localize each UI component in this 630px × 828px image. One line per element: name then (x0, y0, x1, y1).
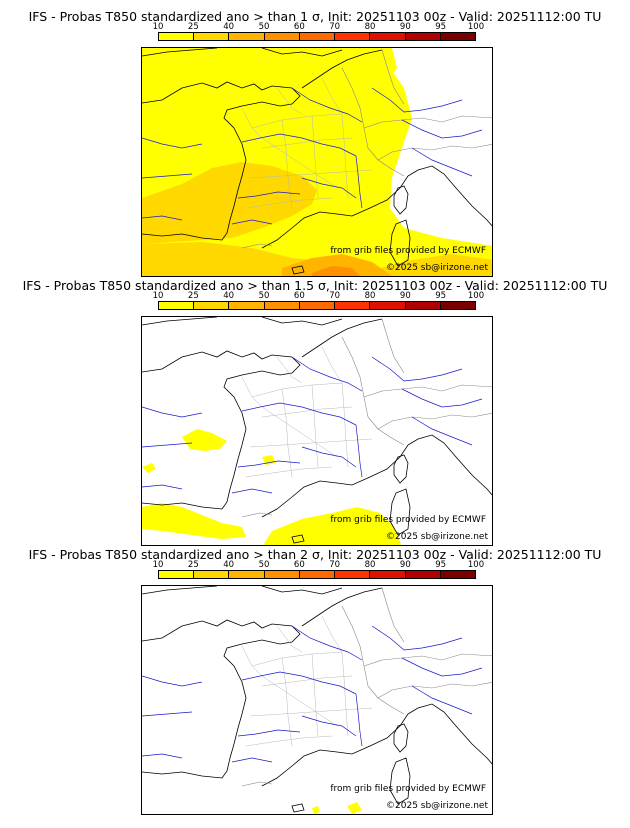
colorbar-tick-label: 100 (467, 560, 485, 570)
copyright: ©2025 sb@irizone.net (386, 532, 488, 542)
colorbar-swatch (440, 571, 475, 578)
colorbar-swatch (370, 33, 406, 40)
colorbar-tick-label: 80 (364, 291, 376, 301)
colorbar-swatch (229, 33, 265, 40)
colorbar-tick-label: 90 (399, 291, 411, 301)
colorbar-tick-label: 80 (364, 22, 376, 32)
prob-area-10-25 (182, 429, 227, 451)
colorbar-swatch (440, 33, 475, 40)
colorbar-tick-label: 25 (187, 22, 199, 32)
colorbar-tick-label: 50 (258, 560, 270, 570)
colorbar-tick-label: 95 (435, 22, 447, 32)
colorbar-tick-label: 40 (223, 560, 235, 570)
source-credit: from grib files provided by ECMWF (330, 515, 486, 525)
colorbar-tick-label: 70 (329, 291, 341, 301)
colorbar-swatch (264, 571, 300, 578)
colorbar-tick-label: 90 (399, 22, 411, 32)
colorbar-swatch (405, 302, 441, 309)
colorbar-tick-label: 10 (152, 560, 164, 570)
colorbar-tick-label: 40 (223, 22, 235, 32)
colorbar-swatch (405, 571, 441, 578)
source-credit: from grib files provided by ECMWF (330, 246, 486, 256)
colorbar-tick-label: 25 (187, 560, 199, 570)
colorbar-swatch (370, 302, 406, 309)
colorbar (158, 301, 476, 310)
colorbar-ticks: 10 25 40 50 60 70 80 90 95 100 (153, 291, 485, 301)
colorbar-swatch (299, 571, 336, 578)
colorbar-swatch (194, 302, 230, 309)
colorbar-tick-label: 60 (293, 560, 305, 570)
colorbar-swatch (229, 571, 265, 578)
probability-map: from grib files provided by ECMWF ©2025 … (141, 316, 493, 546)
colorbar-tick-label: 60 (293, 22, 305, 32)
colorbar-swatch (159, 33, 195, 40)
colorbar-tick-label: 10 (152, 22, 164, 32)
probability-panel-2: IFS - Probas T850 standardized ano > tha… (0, 279, 630, 547)
prob-area-25-40 (142, 162, 317, 244)
colorbar-swatch (335, 571, 371, 578)
map-canvas (142, 48, 492, 276)
colorbar-swatch (405, 33, 441, 40)
colorbar-swatch (264, 302, 300, 309)
colorbar-tick-label: 100 (467, 291, 485, 301)
colorbar-ticks: 10 25 40 50 60 70 80 90 95 100 (153, 560, 485, 570)
prob-area-40-50 (282, 254, 392, 276)
probability-panel-1: IFS - Probas T850 standardized ano > tha… (0, 10, 630, 278)
colorbar-tick-label: 50 (258, 22, 270, 32)
colorbar-tick-label: 70 (329, 22, 341, 32)
colorbar-swatch (194, 33, 230, 40)
panel-title: IFS - Probas T850 standardized ano > tha… (28, 9, 602, 24)
colorbar-tick-label: 70 (329, 560, 341, 570)
colorbar-tick-label: 25 (187, 291, 199, 301)
colorbar-swatch (194, 571, 230, 578)
map-canvas (142, 586, 492, 814)
colorbar-tick-label: 50 (258, 291, 270, 301)
colorbar-swatch (335, 33, 371, 40)
colorbar-swatch (299, 302, 336, 309)
colorbar-swatch (159, 302, 195, 309)
colorbar-tick-label: 80 (364, 560, 376, 570)
colorbar-tick-label: 95 (435, 291, 447, 301)
copyright: ©2025 sb@irizone.net (386, 801, 488, 811)
panel-title: IFS - Probas T850 standardized ano > tha… (22, 278, 608, 293)
colorbar-ticks: 10 25 40 50 60 70 80 90 95 100 (153, 22, 485, 32)
prob-area-10-25 (347, 802, 362, 814)
colorbar-swatch (159, 571, 195, 578)
colorbar (158, 570, 476, 579)
colorbar-tick-label: 60 (293, 291, 305, 301)
colorbar-swatch (370, 571, 406, 578)
colorbar-tick-label: 90 (399, 560, 411, 570)
panel-title: IFS - Probas T850 standardized ano > tha… (28, 547, 602, 562)
copyright: ©2025 sb@irizone.net (386, 263, 488, 273)
colorbar (158, 32, 476, 41)
colorbar-swatch (264, 33, 300, 40)
colorbar-tick-label: 100 (467, 22, 485, 32)
colorbar-tick-label: 40 (223, 291, 235, 301)
colorbar-swatch (229, 302, 265, 309)
colorbar-swatch (299, 33, 336, 40)
map-canvas (142, 317, 492, 545)
colorbar-swatch (335, 302, 371, 309)
probability-map: from grib files provided by ECMWF ©2025 … (141, 47, 493, 277)
probability-map: from grib files provided by ECMWF ©2025 … (141, 585, 493, 815)
probability-panel-3: IFS - Probas T850 standardized ano > tha… (0, 548, 630, 816)
source-credit: from grib files provided by ECMWF (330, 784, 486, 794)
colorbar-swatch (440, 302, 475, 309)
colorbar-tick-label: 95 (435, 560, 447, 570)
colorbar-tick-label: 10 (152, 291, 164, 301)
